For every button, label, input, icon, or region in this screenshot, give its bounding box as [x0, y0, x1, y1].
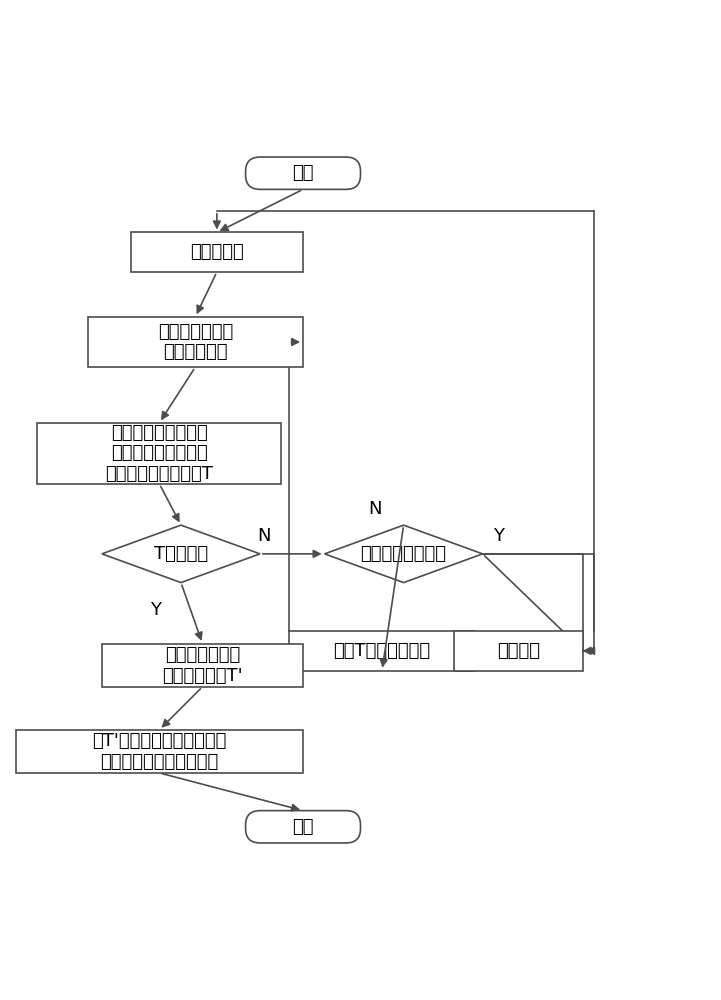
FancyBboxPatch shape — [87, 317, 303, 367]
Text: 到达最大迭代次数: 到达最大迭代次数 — [360, 545, 446, 563]
Polygon shape — [102, 525, 260, 583]
Text: Y: Y — [493, 527, 505, 545]
Text: N: N — [368, 500, 381, 518]
Text: 结束: 结束 — [292, 818, 314, 836]
FancyBboxPatch shape — [37, 423, 281, 484]
Text: 将T'作用到工件坐标系上，
实现工件装夹位置的找正: 将T'作用到工件坐标系上， 实现工件装夹位置的找正 — [92, 732, 226, 771]
Text: 使用T更新测量程序: 使用T更新测量程序 — [334, 642, 430, 660]
Text: 找到最终的最佳
刚体变换矩阵T': 找到最终的最佳 刚体变换矩阵T' — [162, 646, 243, 685]
FancyBboxPatch shape — [288, 631, 475, 671]
Text: 进行在机测量，
获得测量结果: 进行在机测量， 获得测量结果 — [158, 323, 233, 361]
Text: 开始: 开始 — [292, 164, 314, 182]
FancyBboxPatch shape — [246, 811, 360, 843]
Polygon shape — [324, 525, 482, 583]
FancyBboxPatch shape — [131, 232, 303, 272]
FancyBboxPatch shape — [102, 644, 303, 687]
Text: N: N — [257, 527, 270, 545]
Text: 结合测量结果和位置
最佳拟合算法计算单
次最佳刚体变换矩阵T: 结合测量结果和位置 最佳拟合算法计算单 次最佳刚体变换矩阵T — [105, 424, 213, 483]
Text: Y: Y — [150, 601, 162, 619]
FancyBboxPatch shape — [454, 631, 583, 671]
Text: T稳定收敛: T稳定收敛 — [154, 545, 208, 563]
FancyBboxPatch shape — [246, 157, 360, 189]
Text: 粗基准定位: 粗基准定位 — [190, 243, 244, 261]
FancyBboxPatch shape — [16, 730, 303, 773]
Text: 排除故障: 排除故障 — [497, 642, 540, 660]
